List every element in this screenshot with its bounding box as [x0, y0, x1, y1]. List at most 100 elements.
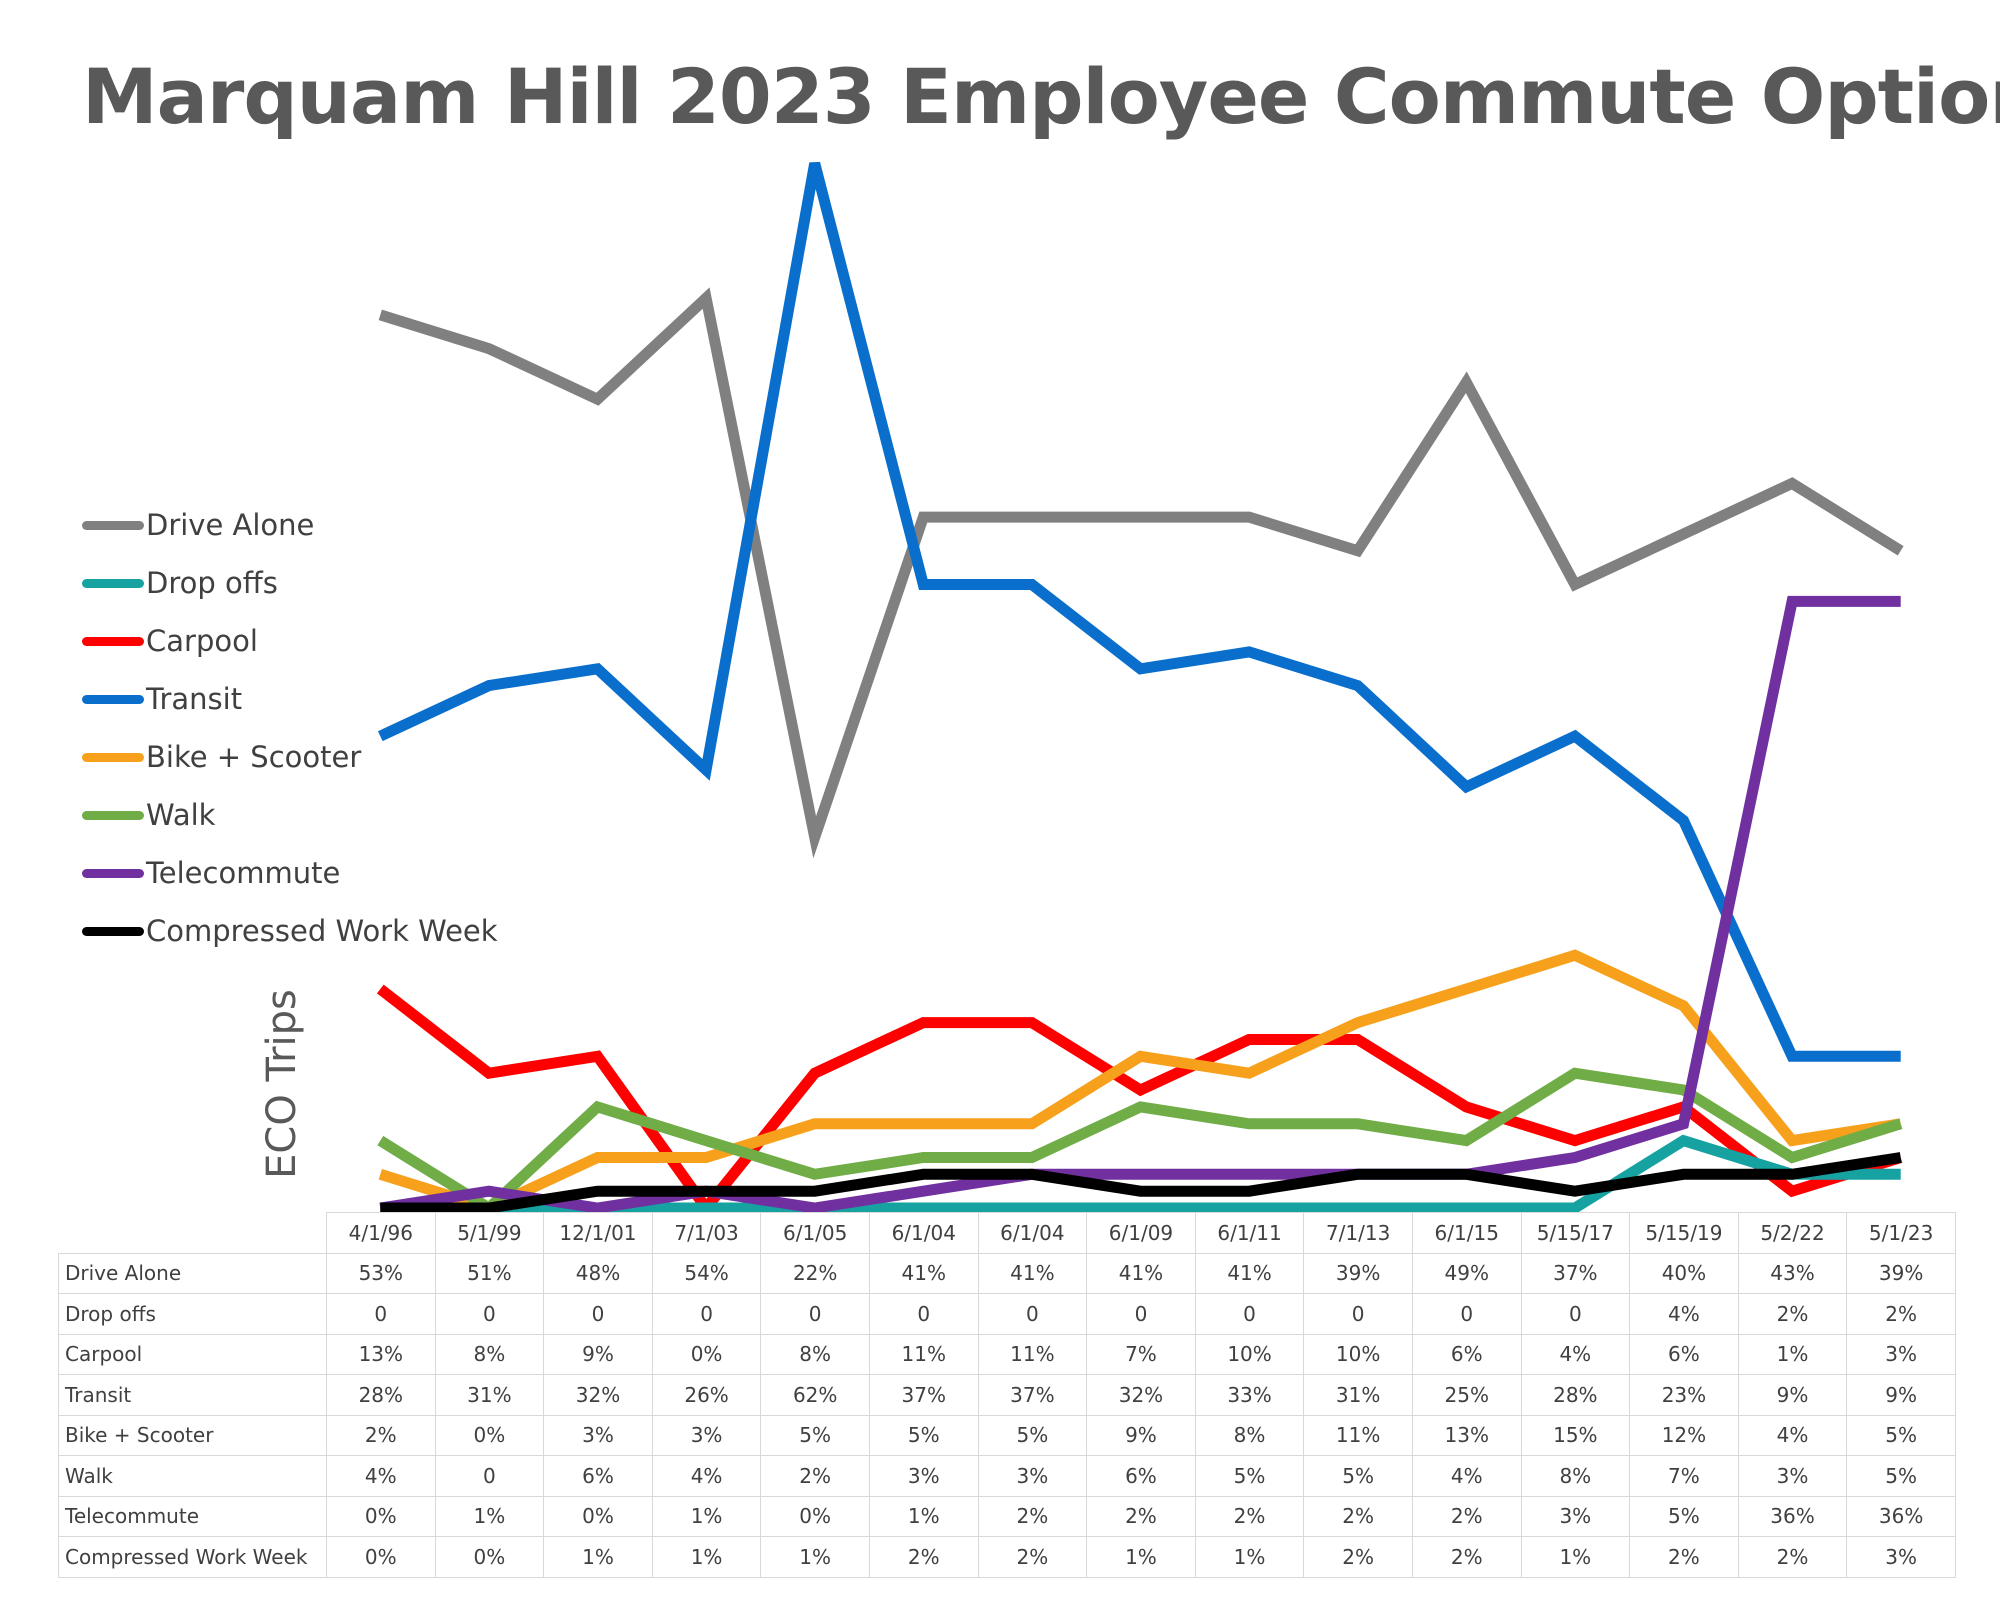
series-line-bike-scooter [378, 949, 1902, 1212]
table-row: Walk 4% 0 6% 4% 2% 3% 3% 6% 5% 5% 4% 8% 7% 3% 5% [58, 1455, 1956, 1497]
data-table: 4/1/96 5/1/99 12/1/01 7/1/03 6/1/05 6/1/04 6/1… [58, 1212, 1956, 1578]
data-cell: 31% [434, 1374, 545, 1416]
series-lines [376, 161, 1904, 1212]
data-cell: 23% [1629, 1374, 1739, 1416]
data-cell: 8% [760, 1333, 870, 1375]
data-cell: 0 [760, 1293, 870, 1335]
data-cell: 0% [326, 1495, 436, 1537]
data-cell: 0 [1086, 1293, 1196, 1335]
data-cell: 5% [1303, 1455, 1413, 1497]
data-cell: 5% [1846, 1414, 1956, 1456]
data-cell: 32% [1086, 1374, 1196, 1416]
data-cell: 2% [1411, 1536, 1522, 1578]
data-cell: 9% [1086, 1414, 1196, 1456]
data-cell: 2% [1411, 1495, 1522, 1537]
row-label: Transit [58, 1374, 327, 1416]
line-chart [376, 161, 1904, 1212]
legend-item-bike-scooter: Bike + Scooter [82, 728, 498, 786]
legend-swatch [82, 694, 144, 704]
data-cell: 6% [543, 1455, 653, 1497]
data-cell: 11% [1303, 1414, 1413, 1456]
data-cell: 41% [1194, 1252, 1305, 1294]
x-tick-label: 6/1/05 [760, 1212, 870, 1254]
x-tick-label: 7/1/03 [651, 1212, 762, 1254]
data-cell: 2% [1737, 1536, 1848, 1578]
data-cell: 2% [1194, 1495, 1305, 1537]
x-tick-label: 5/15/17 [1520, 1212, 1631, 1254]
legend-swatch [82, 926, 144, 936]
data-cell: 8% [1520, 1455, 1631, 1497]
data-cell: 51% [434, 1252, 545, 1294]
data-cell: 37% [977, 1374, 1088, 1416]
legend-label: Drive Alone [146, 508, 315, 542]
x-tick-label: 6/1/11 [1194, 1212, 1305, 1254]
legend-item-walk: Walk [82, 786, 498, 844]
table-row: Carpool 13% 8% 9% 0% 8% 11% 11% 7% 10% 10% 6% 4% 6% 1%… [58, 1333, 1956, 1375]
data-cell: 3% [1520, 1495, 1631, 1537]
data-cell: 12% [1629, 1414, 1739, 1456]
legend-item-drive-alone: Drive Alone [82, 496, 498, 554]
data-cell: 2% [760, 1455, 870, 1497]
x-tick-label: 5/1/99 [434, 1212, 545, 1254]
legend-label: Bike + Scooter [146, 740, 362, 774]
data-cell: 13% [326, 1333, 436, 1375]
table-header-row: 4/1/96 5/1/99 12/1/01 7/1/03 6/1/05 6/1/04 6/1… [58, 1212, 1956, 1254]
data-cell: 33% [1194, 1374, 1305, 1416]
data-cell: 2% [326, 1414, 436, 1456]
series-line-walk [377, 1067, 1903, 1212]
data-cell: 0% [543, 1495, 653, 1537]
data-cell: 6% [1629, 1333, 1739, 1375]
data-cell: 9% [1737, 1374, 1848, 1416]
data-cell: 1% [760, 1536, 870, 1578]
legend-label: Transit [146, 682, 243, 716]
data-cell: 32% [543, 1374, 653, 1416]
legend: Drive Alone Drop offs Carpool Transit Bike +… [82, 496, 498, 960]
data-cell: 0 [1303, 1293, 1413, 1335]
data-cell: 0% [434, 1536, 545, 1578]
legend-swatch [82, 636, 144, 646]
data-cell: 2% [977, 1495, 1088, 1537]
data-cell: 3% [1846, 1536, 1956, 1578]
data-cell: 28% [326, 1374, 436, 1416]
data-cell: 6% [1086, 1455, 1196, 1497]
data-cell: 4% [651, 1455, 762, 1497]
data-cell: 1% [1520, 1536, 1631, 1578]
table-row: Compressed Work Week 0% 0% 1% 1% 1% 2% 2% 1% 1% 2%… [58, 1536, 1956, 1578]
data-cell: 2% [1303, 1495, 1413, 1537]
data-cell: 3% [543, 1414, 653, 1456]
data-cell: 0 [1520, 1293, 1631, 1335]
data-cell: 5% [1629, 1495, 1739, 1537]
x-tick-label: 6/1/04 [868, 1212, 979, 1254]
y-axis-label: ECO Trips [259, 989, 305, 1179]
data-cell: 41% [1086, 1252, 1196, 1294]
table-row: Telecommute 0% 1% 0% 1% 0% 1% 2% 2% 2% 2% 2% 3% 5% 36%… [58, 1495, 1956, 1537]
series-line-transit [377, 161, 1901, 1062]
legend-swatch [82, 578, 144, 588]
data-cell: 2% [977, 1536, 1088, 1578]
data-cell: 37% [1520, 1252, 1631, 1294]
data-cell: 2% [1846, 1293, 1956, 1335]
data-cell: 49% [1411, 1252, 1522, 1294]
row-label: Carpool [58, 1333, 327, 1375]
data-cell: 5% [977, 1414, 1088, 1456]
data-cell: 0% [326, 1536, 436, 1578]
data-cell: 0% [651, 1333, 762, 1375]
data-cell: 2% [1086, 1495, 1196, 1537]
legend-item-carpool: Carpool [82, 612, 498, 670]
data-cell: 1% [543, 1536, 653, 1578]
table-corner [58, 1212, 327, 1254]
data-cell: 8% [1194, 1414, 1305, 1456]
data-cell: 4% [1411, 1455, 1522, 1497]
x-tick-label: 5/15/19 [1629, 1212, 1739, 1254]
data-cell: 0 [326, 1293, 436, 1335]
data-cell: 5% [1194, 1455, 1305, 1497]
data-cell: 41% [977, 1252, 1088, 1294]
data-cell: 5% [1846, 1455, 1956, 1497]
data-cell: 2% [868, 1536, 979, 1578]
data-cell: 11% [868, 1333, 979, 1375]
legend-swatch [82, 868, 144, 878]
data-cell: 9% [543, 1333, 653, 1375]
data-cell: 43% [1737, 1252, 1848, 1294]
data-cell: 28% [1520, 1374, 1631, 1416]
data-cell: 8% [434, 1333, 545, 1375]
